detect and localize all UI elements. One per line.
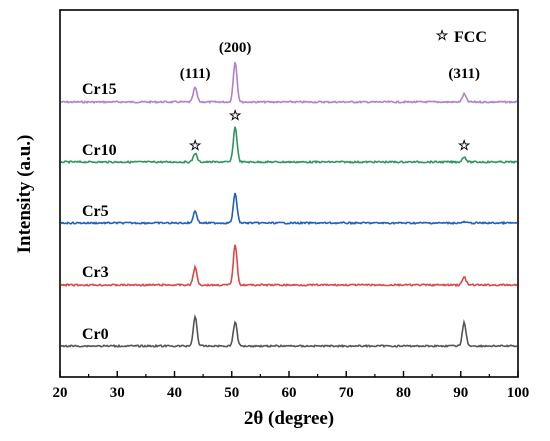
peak-label: (111): [180, 66, 211, 82]
legend-label: FCC: [454, 29, 487, 46]
x-ticks: 20 30 40 50 60 70 80 90 100: [53, 371, 530, 401]
series-line-cr10: [60, 126, 518, 165]
peak-label: (200): [219, 40, 252, 56]
x-tick-label: 50: [224, 385, 239, 401]
x-tick-label: 80: [396, 385, 411, 401]
series-label: Cr3: [82, 264, 109, 281]
x-tick-label: 20: [53, 385, 68, 401]
series-line-cr5: [60, 192, 518, 226]
legend: ☆ FCC: [436, 28, 487, 46]
series-group: Cr15 Cr10 Cr5 Cr3 Cr0: [60, 61, 518, 349]
series-label: Cr0: [82, 326, 109, 343]
x-tick-label: 40: [167, 385, 182, 401]
series-label: Cr10: [82, 142, 117, 159]
fcc-star-icon: ☆: [189, 138, 202, 154]
x-tick-label: 60: [282, 385, 297, 401]
x-tick-label: 100: [507, 385, 530, 401]
x-axis-label: 2θ (degree): [244, 408, 334, 429]
series-label: Cr15: [82, 81, 117, 98]
y-axis-label: Intensity (a.u.): [14, 135, 35, 254]
series-line-cr15: [60, 61, 517, 105]
x-tick-label: 30: [110, 385, 125, 401]
series-line-cr3: [60, 244, 518, 288]
series-line-cr0: [60, 314, 518, 349]
annotations-group: (111) (200) (311) ☆ ☆ ☆: [180, 40, 480, 154]
fcc-star-icon: ☆: [229, 108, 242, 124]
peak-label: (311): [448, 66, 480, 82]
x-tick-label: 90: [453, 385, 468, 401]
fcc-star-icon: ☆: [458, 138, 471, 154]
legend-star-icon: ☆: [436, 28, 449, 44]
series-label: Cr5: [82, 203, 109, 220]
x-tick-label: 70: [339, 385, 354, 401]
